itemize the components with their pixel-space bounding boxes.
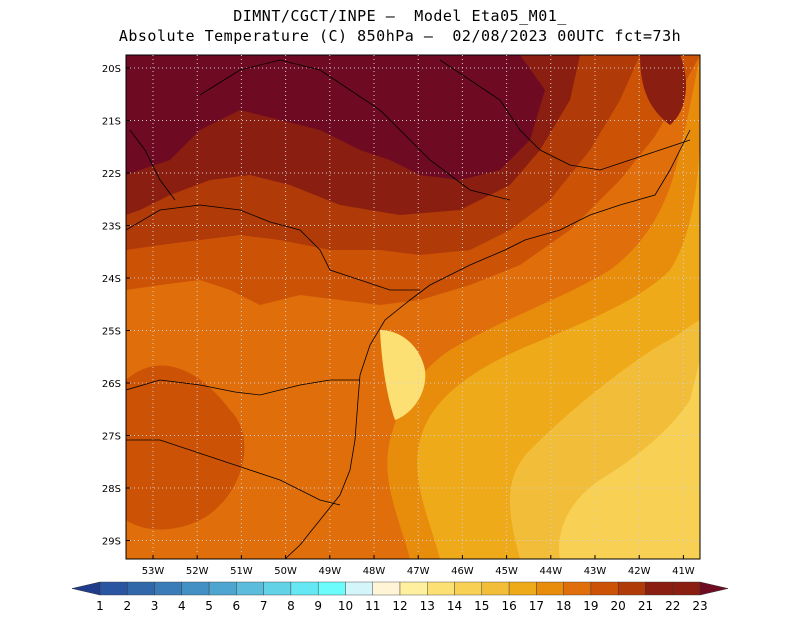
lon-tick-label: 53W: [142, 566, 165, 577]
colorbar-label: 7: [260, 599, 268, 613]
lat-tick-label: 26S: [102, 379, 121, 390]
lon-tick-label: 50W: [274, 566, 297, 577]
colorbar-label: 22: [665, 599, 680, 613]
lon-tick-label: 41W: [672, 566, 695, 577]
colorbar-segment: [263, 581, 292, 596]
colorbar-segment: [454, 581, 483, 596]
lon-tick-label: 48W: [363, 566, 386, 577]
lon-tick-label: 49W: [318, 566, 341, 577]
colorbar-label: 18: [556, 599, 571, 613]
colorbar-label: 14: [447, 599, 462, 613]
colorbar-segment: [372, 581, 401, 596]
colorbar-segment: [617, 581, 646, 596]
colorbar-segment: [399, 581, 428, 596]
coastline: [284, 129, 691, 559]
colorbar-label: 2: [123, 599, 131, 613]
lat-tick-label: 25S: [102, 327, 121, 338]
colorbar-arrow-left: [71, 581, 101, 596]
colorbar-label: 23: [692, 599, 707, 613]
colorbar-label: 21: [638, 599, 653, 613]
state-border-pr-sc: [126, 379, 360, 396]
colorbar: [71, 581, 729, 596]
colorbar-label: 6: [233, 599, 241, 613]
colorbar-segment: [154, 581, 183, 596]
longitude-labels: 53W 52W 51W 50W 49W 48W 47W 46W 45W 44W 43W 42W 41W: [142, 555, 695, 577]
colorbar-segment: [236, 581, 264, 596]
colorbar-label: 9: [314, 599, 322, 613]
colorbar-segment: [645, 581, 673, 596]
latitude-labels: 20S 21S 22S 23S 24S 25S 26S 27S 28S 29S: [102, 64, 130, 548]
lon-tick-label: 52W: [186, 566, 209, 577]
colorbar-label: 8: [287, 599, 295, 613]
lat-tick-label: 28S: [102, 484, 121, 495]
colorbar-segment: [127, 581, 155, 596]
borders: [126, 59, 691, 559]
state-border-sc-rs: [126, 439, 341, 506]
lat-tick-label: 29S: [102, 537, 121, 548]
colorbar-label: 19: [583, 599, 598, 613]
colorbar-label: 12: [392, 599, 407, 613]
colorbar-label: 10: [338, 599, 353, 613]
state-border-mg-rj-es: [439, 59, 691, 171]
colorbar-arrow-right: [699, 581, 729, 596]
lon-tick-label: 47W: [407, 566, 430, 577]
temperature-band-14: [559, 360, 700, 559]
lat-tick-label: 22S: [102, 169, 121, 180]
lon-tick-label: 44W: [539, 566, 562, 577]
temperature-band-13: [380, 330, 426, 420]
lon-tick-label: 46W: [451, 566, 474, 577]
lat-tick-label: 23S: [102, 222, 121, 233]
colorbar-label: 1: [96, 599, 104, 613]
colorbar-label: 3: [151, 599, 159, 613]
temperature-band-22-northeast: [640, 55, 686, 125]
state-border-sp-pr: [126, 204, 420, 291]
colorbar-segment: [672, 581, 701, 596]
colorbar-label: 11: [365, 599, 380, 613]
colorbar-segment: [427, 581, 455, 596]
lat-tick-label: 21S: [102, 117, 121, 128]
colorbar-segment: [290, 581, 319, 596]
colorbar-label: 5: [205, 599, 213, 613]
lon-tick-label: 42W: [628, 566, 651, 577]
colorbar-segment: [208, 581, 237, 596]
temperature-field: [126, 55, 700, 559]
state-border-mg-sp: [199, 59, 511, 201]
colorbar-segment: [536, 581, 564, 596]
map-frame: [125, 54, 701, 560]
colorbar-label: 20: [611, 599, 626, 613]
colorbar-label: 13: [420, 599, 435, 613]
colorbar-label: 4: [178, 599, 186, 613]
colorbar-segment: [345, 581, 373, 596]
colorbar-label: 15: [474, 599, 489, 613]
colorbar-segment: [563, 581, 592, 596]
colorbar-segment: [99, 581, 128, 596]
title-line-2: Absolute Temperature (C) 850hPa – 02/08/…: [118, 27, 682, 45]
lon-tick-label: 45W: [495, 566, 518, 577]
colorbar-label: 16: [501, 599, 516, 613]
colorbar-labels: 1 2 3 4 5 6 7 8 9 10 11 12 13 14 15 16 17 18 19 20 21 22 23: [96, 599, 707, 613]
lat-tick-label: 20S: [102, 64, 121, 75]
colorbar-segment: [590, 581, 619, 596]
colorbar-label: 17: [529, 599, 544, 613]
title-line-1: DIMNT/CGCT/INPE – Model Eta05_M01_: [233, 7, 567, 25]
lat-tick-label: 27S: [102, 432, 121, 443]
lon-tick-label: 51W: [230, 566, 253, 577]
colorbar-segment: [317, 581, 346, 596]
temperature-band-23: [126, 55, 545, 180]
colorbar-segment: [481, 581, 510, 596]
colorbar-segment: [181, 581, 210, 596]
lon-tick-label: 43W: [584, 566, 607, 577]
state-border-ms-sp: [129, 129, 176, 201]
lat-tick-label: 24S: [102, 274, 121, 285]
graticule: [126, 55, 700, 559]
colorbar-segment: [508, 581, 537, 596]
